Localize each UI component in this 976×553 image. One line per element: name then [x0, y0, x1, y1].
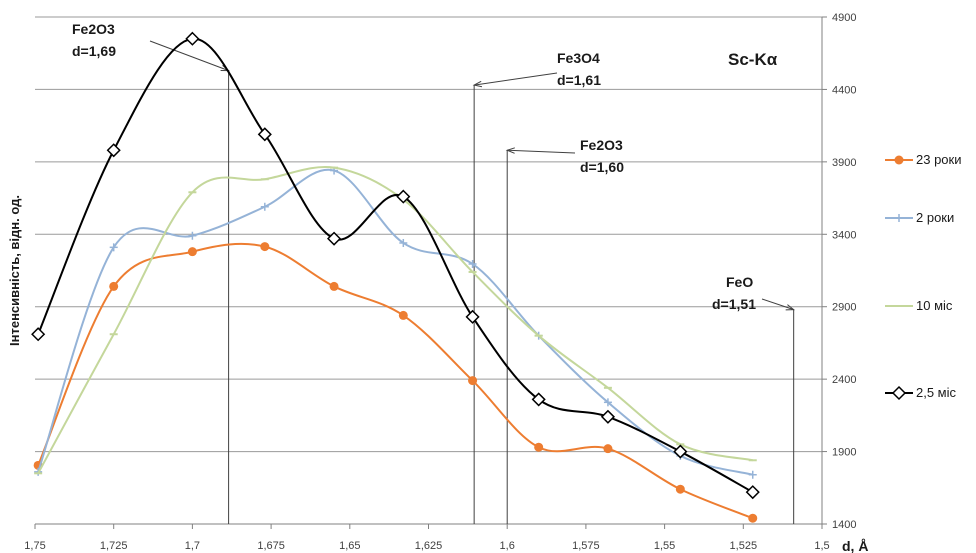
data-point — [465, 309, 480, 324]
arrowhead-icon — [785, 304, 796, 311]
y-tick-labels: 1400 1900 2400 2900 3400 3900 4400 4900 — [832, 12, 856, 531]
data-point — [398, 310, 408, 320]
reference-pointer — [761, 298, 794, 311]
series-line — [37, 37, 754, 494]
data-point — [31, 327, 46, 342]
legend-item: 2,5 міс — [885, 385, 957, 401]
legend-label: 2,5 міс — [916, 385, 957, 400]
series-line — [37, 168, 753, 476]
reference-lines: Fe2O3 d=1,69 Fe3O4 d=1,61 Fe2O3 d=1,60 FeO d=1,… — [72, 21, 796, 524]
y-tick-label: 3400 — [832, 229, 856, 241]
data-point — [748, 513, 758, 523]
data-point — [468, 259, 477, 268]
x-tick-label: 1,75 — [24, 540, 45, 552]
data-point — [396, 189, 411, 204]
x-tick-label: 1,55 — [654, 540, 675, 552]
data-point — [106, 143, 121, 158]
reference-label-compound: Fe3O4 — [557, 50, 600, 66]
x-tick-label: 1,575 — [572, 540, 600, 552]
reference-label-d: d=1,69 — [72, 43, 116, 59]
y-tick-label: 1400 — [832, 519, 856, 531]
data-point — [399, 238, 408, 247]
reference-pointer — [474, 72, 558, 86]
radiation-label: Sc-Kα — [728, 50, 778, 69]
legend-item: 2 роки — [885, 210, 954, 225]
legend-item: 10 міс — [885, 298, 953, 313]
x-axis-label: d, Å — [842, 538, 868, 553]
data-point — [188, 231, 197, 240]
y-tick-label: 1900 — [832, 447, 856, 459]
data-point — [329, 281, 339, 291]
x-tick-label: 1,525 — [730, 540, 758, 552]
y-tick-label: 2400 — [832, 374, 856, 386]
data-point — [894, 155, 904, 165]
data-point — [891, 385, 907, 401]
arrowhead-icon — [505, 147, 515, 154]
legend: 23 роки 2 роки 10 міс 2,5 міс — [885, 152, 961, 401]
data-point — [109, 243, 118, 252]
data-point — [531, 392, 546, 407]
data-point — [895, 214, 903, 222]
x-tick-labels: 1,75 1,725 1,7 1,675 1,65 1,625 1,6 1,575 1,55 1,… — [24, 540, 829, 552]
axes — [34, 16, 827, 529]
x-tick-label: 1,625 — [415, 540, 443, 552]
data-point — [675, 484, 685, 494]
data-point — [260, 242, 270, 252]
series-2-5-міс — [31, 31, 760, 500]
data-point — [745, 485, 760, 500]
reference-pointer — [149, 40, 229, 72]
x-tick-label: 1,675 — [257, 540, 285, 552]
gridlines — [35, 16, 822, 453]
data-point — [109, 281, 119, 291]
reference-label-compound: Fe2O3 — [580, 137, 623, 153]
y-tick-label: 3900 — [832, 157, 856, 169]
x-tick-label: 1,65 — [339, 540, 360, 552]
data-point — [534, 442, 544, 452]
x-tick-label: 1,6 — [500, 540, 515, 552]
reference-label-compound: Fe2O3 — [72, 21, 115, 37]
data-point — [326, 231, 342, 246]
legend-label: 2 роки — [916, 210, 954, 225]
data-point — [748, 470, 757, 479]
data-point — [603, 398, 612, 407]
y-tick-label: 4400 — [832, 84, 856, 96]
data-point — [673, 444, 688, 459]
data-point — [600, 409, 615, 424]
series-23-роки — [33, 242, 758, 523]
x-tick-label: 1,7 — [185, 540, 200, 552]
reference-label-d: d=1,60 — [580, 159, 624, 175]
arrowhead-icon — [472, 80, 483, 88]
y-axis-label: Інтенсивність, відн. од. — [7, 195, 22, 346]
y-tick-label: 2900 — [832, 302, 856, 314]
legend-item: 23 роки — [885, 152, 961, 167]
series-2-роки — [34, 166, 757, 479]
reference-pointer — [507, 149, 576, 154]
reference-label-compound: FeO — [726, 274, 753, 290]
data-point — [468, 376, 478, 386]
series-group — [31, 31, 760, 523]
data-point — [260, 202, 269, 211]
data-point — [185, 31, 200, 46]
series-10-міс — [34, 166, 757, 475]
x-tick-label: 1,725 — [100, 540, 128, 552]
x-tick-label: 1,5 — [814, 540, 829, 552]
reference-label-d: d=1,61 — [557, 72, 601, 88]
legend-label: 23 роки — [916, 152, 961, 167]
series-line — [37, 166, 753, 474]
legend-label: 10 міс — [916, 298, 953, 313]
y-tick-label: 4900 — [832, 12, 856, 24]
data-point — [603, 444, 613, 454]
reference-label-d: d=1,51 — [712, 296, 756, 312]
data-point — [187, 247, 197, 257]
data-point — [257, 127, 272, 142]
series-line — [37, 242, 754, 520]
